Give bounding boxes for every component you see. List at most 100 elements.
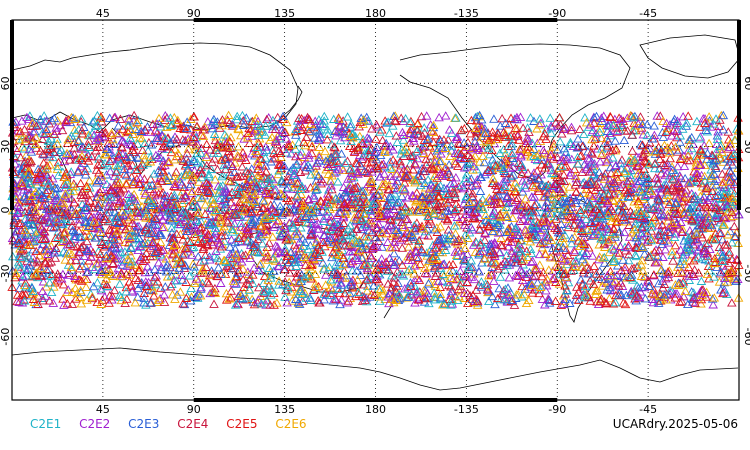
observation-triangle bbox=[20, 220, 31, 230]
observation-triangle bbox=[470, 151, 480, 160]
observation-triangle bbox=[241, 230, 251, 239]
observation-triangle bbox=[253, 201, 263, 211]
observation-triangle bbox=[601, 157, 612, 167]
observation-triangle bbox=[715, 115, 725, 124]
observation-triangle bbox=[643, 235, 653, 244]
observation-triangle bbox=[537, 280, 547, 290]
observation-triangle bbox=[253, 295, 263, 304]
observation-triangle bbox=[116, 295, 127, 305]
observation-triangle bbox=[179, 124, 189, 134]
observation-triangle bbox=[284, 235, 294, 245]
observation-triangle bbox=[358, 279, 369, 289]
observation-triangle bbox=[668, 256, 678, 265]
observation-triangle bbox=[356, 113, 366, 122]
observation-triangle bbox=[699, 192, 709, 201]
observation-triangle bbox=[322, 189, 333, 198]
observation-triangle bbox=[733, 274, 743, 284]
observation-triangle bbox=[457, 235, 467, 245]
observation-triangle bbox=[456, 125, 467, 134]
observation-triangle bbox=[177, 193, 187, 203]
observation-triangle bbox=[522, 201, 532, 210]
observation-triangle bbox=[445, 273, 456, 282]
observation-triangle bbox=[345, 122, 356, 131]
observation-triangle bbox=[175, 287, 186, 296]
observation-triangle bbox=[204, 278, 214, 288]
observation-triangle bbox=[701, 200, 711, 209]
observation-triangle bbox=[569, 164, 580, 174]
observation-triangle bbox=[660, 244, 671, 254]
observation-triangle bbox=[169, 199, 180, 208]
observation-triangle bbox=[37, 134, 48, 144]
observation-triangle bbox=[484, 217, 494, 226]
observation-triangle bbox=[591, 286, 601, 295]
observation-triangle bbox=[528, 180, 538, 190]
observation-triangle bbox=[495, 212, 506, 222]
observation-triangle bbox=[461, 170, 472, 179]
observation-triangle bbox=[151, 270, 161, 280]
observation-triangle bbox=[604, 206, 614, 216]
observation-triangle bbox=[667, 286, 677, 295]
observation-triangle bbox=[426, 162, 437, 172]
observation-triangle bbox=[568, 192, 578, 201]
observation-triangle bbox=[295, 150, 306, 160]
observation-triangle bbox=[181, 293, 192, 302]
observation-triangle bbox=[200, 200, 211, 209]
observation-triangle bbox=[154, 228, 165, 238]
observation-triangle bbox=[70, 271, 80, 280]
observation-triangle bbox=[353, 169, 363, 178]
observation-triangle bbox=[403, 284, 414, 293]
observation-triangle bbox=[645, 186, 656, 195]
observation-triangle bbox=[549, 142, 559, 151]
observation-triangle bbox=[247, 131, 257, 140]
observation-triangle bbox=[362, 137, 372, 146]
observation-triangle bbox=[201, 226, 211, 235]
observation-triangle bbox=[52, 134, 62, 143]
observation-triangle bbox=[132, 139, 143, 148]
observation-triangle bbox=[156, 230, 167, 239]
observation-triangle bbox=[698, 195, 708, 204]
observation-triangle bbox=[19, 124, 30, 134]
observation-triangle bbox=[227, 187, 237, 196]
observation-triangle bbox=[627, 211, 638, 220]
observation-triangle bbox=[258, 180, 268, 189]
observation-triangle bbox=[538, 214, 549, 224]
observation-triangle bbox=[389, 111, 399, 120]
observation-triangle bbox=[715, 141, 726, 151]
observation-triangle bbox=[655, 111, 666, 120]
observation-triangle bbox=[201, 178, 212, 188]
observation-triangle bbox=[670, 214, 680, 223]
observation-triangle bbox=[538, 237, 548, 246]
observation-triangle bbox=[373, 264, 384, 274]
observation-triangle bbox=[276, 189, 287, 199]
observation-triangle bbox=[549, 139, 559, 148]
observation-triangle bbox=[467, 188, 478, 198]
observation-triangle bbox=[611, 144, 621, 153]
observation-triangle bbox=[21, 282, 31, 291]
observation-triangle bbox=[179, 182, 189, 192]
observation-triangle bbox=[313, 134, 324, 143]
observation-triangle bbox=[535, 260, 545, 269]
observation-triangle bbox=[376, 192, 386, 201]
observation-triangle bbox=[67, 299, 78, 308]
observation-triangle bbox=[195, 165, 206, 174]
observation-triangle bbox=[350, 196, 360, 205]
observation-triangle bbox=[340, 132, 350, 142]
observation-triangle bbox=[521, 298, 532, 308]
observation-triangle bbox=[480, 235, 490, 245]
observation-triangle bbox=[314, 150, 324, 160]
observation-triangle bbox=[602, 181, 612, 191]
observation-triangle bbox=[345, 258, 356, 268]
observation-triangle bbox=[571, 173, 582, 183]
observation-triangle bbox=[284, 141, 295, 150]
observation-triangle bbox=[135, 255, 146, 264]
observation-triangle bbox=[633, 168, 643, 178]
observation-triangle bbox=[699, 160, 710, 170]
observation-triangle bbox=[525, 244, 536, 254]
observation-triangle bbox=[608, 153, 618, 162]
observation-triangle bbox=[459, 255, 470, 264]
observation-triangle bbox=[466, 174, 477, 183]
observation-triangle bbox=[618, 298, 629, 307]
observation-triangle bbox=[261, 173, 271, 182]
observation-triangle bbox=[591, 269, 602, 278]
observation-triangle bbox=[484, 149, 495, 159]
